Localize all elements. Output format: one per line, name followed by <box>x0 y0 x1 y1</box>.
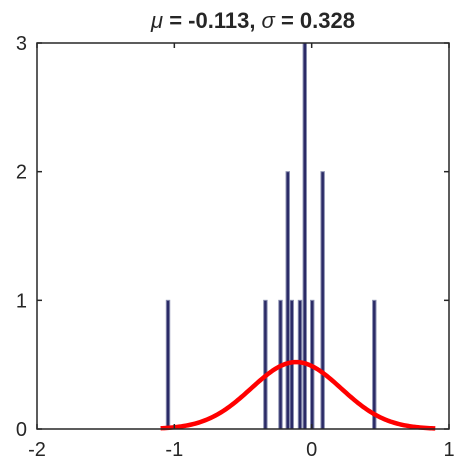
y-tick-label-2: 1 <box>16 290 27 312</box>
axes-frame <box>36 42 450 430</box>
title-sigma-value: = 0.328 <box>275 8 355 33</box>
histogram-bar-1 <box>165 299 171 430</box>
x-tick-label-4: 1 <box>443 439 454 461</box>
x-tick-label-1: -2 <box>28 439 46 461</box>
x-tick-label-2: -1 <box>165 439 183 461</box>
y-tick-label-4: 3 <box>16 33 27 55</box>
title-sigma-symbol: σ <box>262 8 276 33</box>
histogram-bar-9 <box>320 171 325 430</box>
x-tick-label-3: 0 <box>306 439 317 461</box>
title-mu-value: = -0.113, <box>163 8 261 33</box>
y-tick-label-3: 2 <box>16 162 27 184</box>
title-mu-symbol: μ <box>150 8 163 33</box>
y-tick-label-1: 0 <box>16 419 27 441</box>
histogram-bar-4 <box>285 171 290 430</box>
histogram-bar-10 <box>372 299 377 430</box>
histogram-bar-2 <box>263 299 268 430</box>
histogram-bar-6 <box>302 42 308 430</box>
normal-fit-curve <box>160 359 436 431</box>
chart-title: μ = -0.113, σ = 0.328 <box>150 8 355 33</box>
plot-area: -2 -1 0 1 0 1 2 3 <box>16 33 455 461</box>
